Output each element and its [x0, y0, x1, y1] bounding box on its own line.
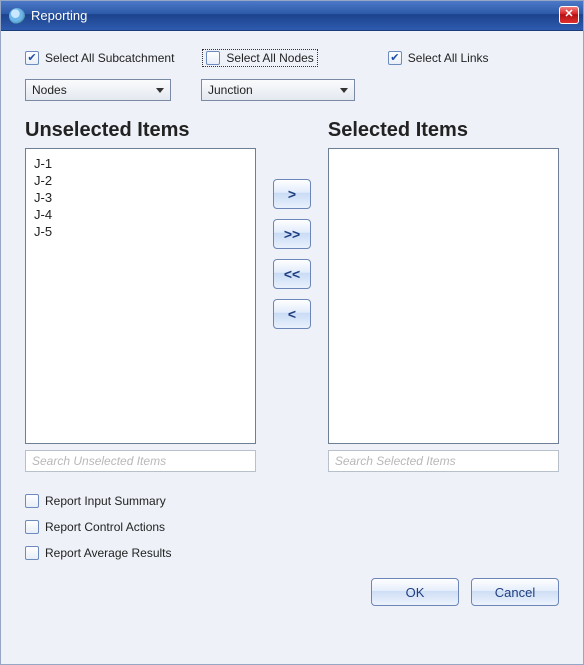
ok-button[interactable]: OK: [371, 578, 459, 606]
lists-area: Unselected Items J-1J-2J-3J-4J-5 Search …: [25, 119, 559, 472]
search-unselected-input[interactable]: Search Unselected Items: [25, 450, 256, 472]
unselected-listbox[interactable]: J-1J-2J-3J-4J-5: [25, 148, 256, 444]
app-icon: [9, 8, 25, 24]
transfer-buttons: > >> << <: [256, 119, 328, 329]
unselected-heading: Unselected Items: [25, 119, 256, 142]
selected-listbox[interactable]: [328, 148, 559, 444]
checkbox-icon: ✔: [25, 51, 39, 65]
report-average-results-check[interactable]: ✔ Report Average Results: [25, 546, 559, 560]
reporting-window: Reporting ✕ ✔ Select All Subcatchment ✔ …: [0, 0, 584, 665]
check-label: Select All Subcatchment: [45, 51, 174, 65]
dialog-body: ✔ Select All Subcatchment ✔ Select All N…: [1, 31, 583, 626]
combo-row: Nodes Junction: [25, 79, 559, 101]
list-item[interactable]: J-4: [34, 206, 247, 223]
combo-value: Nodes: [32, 83, 67, 97]
report-input-summary-check[interactable]: ✔ Report Input Summary: [25, 494, 559, 508]
check-label: Report Input Summary: [45, 494, 166, 508]
select-all-row: ✔ Select All Subcatchment ✔ Select All N…: [25, 51, 559, 65]
placeholder-text: Search Selected Items: [335, 454, 456, 468]
window-title: Reporting: [31, 8, 87, 23]
move-all-right-button[interactable]: >>: [273, 219, 311, 249]
checkbox-icon: ✔: [206, 51, 220, 65]
check-label: Report Control Actions: [45, 520, 165, 534]
selected-heading: Selected Items: [328, 119, 559, 142]
titlebar: Reporting ✕: [1, 1, 583, 31]
select-all-nodes-check[interactable]: ✔ Select All Nodes: [204, 51, 315, 65]
check-label: Select All Nodes: [226, 51, 313, 65]
checkbox-icon: ✔: [388, 51, 402, 65]
placeholder-text: Search Unselected Items: [32, 454, 166, 468]
close-icon[interactable]: ✕: [559, 6, 579, 24]
list-item[interactable]: J-3: [34, 189, 247, 206]
move-all-left-button[interactable]: <<: [273, 259, 311, 289]
move-right-button[interactable]: >: [273, 179, 311, 209]
report-options: ✔ Report Input Summary ✔ Report Control …: [25, 494, 559, 560]
list-item[interactable]: J-5: [34, 223, 247, 240]
list-item[interactable]: J-2: [34, 172, 247, 189]
list-item[interactable]: J-1: [34, 155, 247, 172]
dialog-footer: OK Cancel: [25, 578, 559, 606]
chevron-down-icon: [156, 88, 164, 93]
search-selected-input[interactable]: Search Selected Items: [328, 450, 559, 472]
report-control-actions-check[interactable]: ✔ Report Control Actions: [25, 520, 559, 534]
check-label: Select All Links: [408, 51, 489, 65]
selected-column: Selected Items Search Selected Items: [328, 119, 559, 472]
cancel-button[interactable]: Cancel: [471, 578, 559, 606]
select-all-links-check[interactable]: ✔ Select All Links: [388, 51, 489, 65]
type-combo[interactable]: Nodes: [25, 79, 171, 101]
checkbox-icon: ✔: [25, 546, 39, 560]
select-all-subcatchment-check[interactable]: ✔ Select All Subcatchment: [25, 51, 174, 65]
unselected-column: Unselected Items J-1J-2J-3J-4J-5 Search …: [25, 119, 256, 472]
checkbox-icon: ✔: [25, 494, 39, 508]
check-label: Report Average Results: [45, 546, 172, 560]
subtype-combo[interactable]: Junction: [201, 79, 355, 101]
chevron-down-icon: [340, 88, 348, 93]
combo-value: Junction: [208, 83, 253, 97]
move-left-button[interactable]: <: [273, 299, 311, 329]
checkbox-icon: ✔: [25, 520, 39, 534]
